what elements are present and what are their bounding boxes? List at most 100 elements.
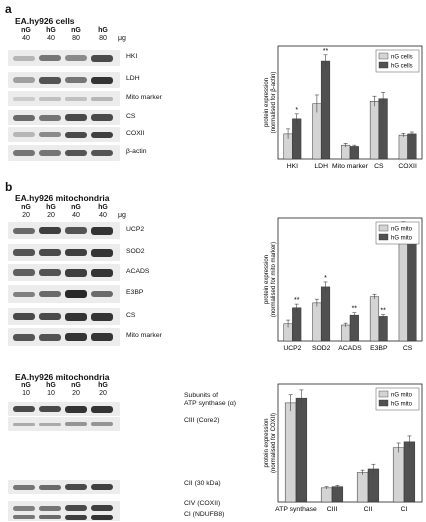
blot-strip — [8, 285, 120, 303]
lane-condition: nG — [21, 27, 31, 34]
bar — [369, 296, 380, 342]
bar — [292, 307, 302, 342]
lane-amount: 20 — [22, 212, 30, 219]
blot-label: CI (NDUFB8) — [184, 511, 225, 518]
blot-band — [91, 291, 113, 297]
lane-unit: μg — [118, 212, 126, 219]
blot-band — [91, 268, 113, 277]
lane-unit: μg — [118, 35, 126, 42]
blot-strip — [8, 264, 120, 281]
legend-swatch — [378, 399, 389, 407]
bar — [392, 447, 405, 503]
blot-band — [65, 55, 87, 61]
blot-band — [91, 131, 113, 138]
blot-band — [91, 514, 113, 520]
blot-band — [39, 114, 61, 121]
blot-label: CIII (Core2) — [184, 417, 220, 424]
blot-band — [65, 268, 87, 277]
lane-amount: 40 — [99, 212, 107, 219]
blot-band — [39, 291, 61, 297]
y-axis-label-line: protein expression — [264, 255, 270, 304]
legend-swatch — [378, 61, 389, 69]
blot-band — [13, 313, 35, 320]
blot-strip — [8, 127, 120, 142]
significance-mark: ** — [380, 308, 386, 315]
blot-band — [91, 312, 113, 321]
lane-header: nG 20 — [65, 382, 87, 398]
blot-band — [65, 96, 87, 101]
blot-label: ACADS — [126, 267, 150, 275]
lane-condition: nG — [21, 204, 31, 211]
blot-band — [65, 422, 87, 426]
lane-amount: 40 — [22, 35, 30, 42]
legend-swatch — [378, 233, 389, 241]
y-axis-label: protein expression(normalised for β-acti… — [264, 72, 277, 134]
bar — [295, 397, 308, 503]
lane-condition: hG — [46, 27, 56, 34]
blot-band — [39, 55, 61, 61]
lane-header: hG 40 — [40, 27, 62, 43]
bar — [398, 134, 408, 160]
blot-band — [65, 114, 87, 121]
blot-label: UCP2 — [126, 225, 145, 233]
lane-amount: 10 — [47, 390, 55, 397]
blot-strip — [8, 50, 120, 66]
lane-amount: 80 — [99, 35, 107, 42]
lane-amount: 40 — [72, 212, 80, 219]
blot-band — [39, 406, 61, 412]
plot-frame — [277, 383, 423, 503]
blot-band — [65, 227, 87, 234]
bar — [407, 133, 417, 160]
significance-mark: * — [295, 107, 298, 114]
blot-band — [13, 333, 35, 341]
bar — [341, 144, 351, 160]
blot-band — [91, 505, 113, 511]
blot-band — [39, 150, 61, 156]
x-tick-label: CS — [374, 163, 384, 170]
blot-band — [91, 484, 113, 490]
blot-label: ATP synthase (α) — [184, 400, 237, 407]
lane-header: hG 80 — [92, 27, 114, 43]
blot-band — [39, 269, 61, 276]
blot-band — [91, 422, 113, 426]
significance-mark: ** — [323, 48, 329, 55]
lane-header: hG 40 — [92, 204, 114, 220]
blot-band — [91, 226, 113, 235]
blot-band — [13, 114, 35, 121]
blot-strip — [8, 417, 120, 431]
blot-strip — [8, 480, 120, 494]
lane-condition: hG — [46, 382, 56, 389]
legend-swatch — [378, 52, 389, 60]
panel-b-chart: protein expression(normalised for mito m… — [264, 217, 423, 352]
blot-band — [65, 333, 87, 341]
blot-band — [13, 55, 35, 61]
lane-condition: hG — [46, 204, 56, 211]
blot-band — [13, 150, 35, 156]
x-tick-label: LDH — [314, 163, 328, 170]
blot-strip — [8, 72, 120, 88]
lane-header: nG 80 — [65, 27, 87, 43]
bar — [349, 146, 359, 160]
lane-header: hG 10 — [40, 382, 62, 398]
lane-header: nG 10 — [15, 382, 37, 398]
y-axis-label-line: (normalised for β-actin) — [271, 72, 277, 134]
x-tick-label: CI — [401, 506, 408, 513]
blot-strip — [8, 110, 120, 125]
blot-band — [65, 312, 87, 321]
blot-band — [13, 96, 35, 101]
blot-strip — [8, 91, 120, 106]
legend-label: nG cells — [391, 55, 413, 61]
blot-band — [13, 132, 35, 137]
lane-header: nG 40 — [65, 204, 87, 220]
blot-band — [13, 515, 35, 519]
significance-mark: ** — [294, 297, 300, 304]
x-tick-label: ACADS — [338, 345, 362, 352]
panel-a-label: a — [5, 2, 12, 16]
lane-amount: 80 — [72, 35, 80, 42]
blot-label: HKI — [126, 53, 138, 60]
blot-band — [65, 484, 87, 490]
bar — [341, 324, 351, 342]
blot-band — [13, 484, 35, 490]
blot-strip — [8, 513, 120, 521]
lane-header: hG 20 — [40, 204, 62, 220]
